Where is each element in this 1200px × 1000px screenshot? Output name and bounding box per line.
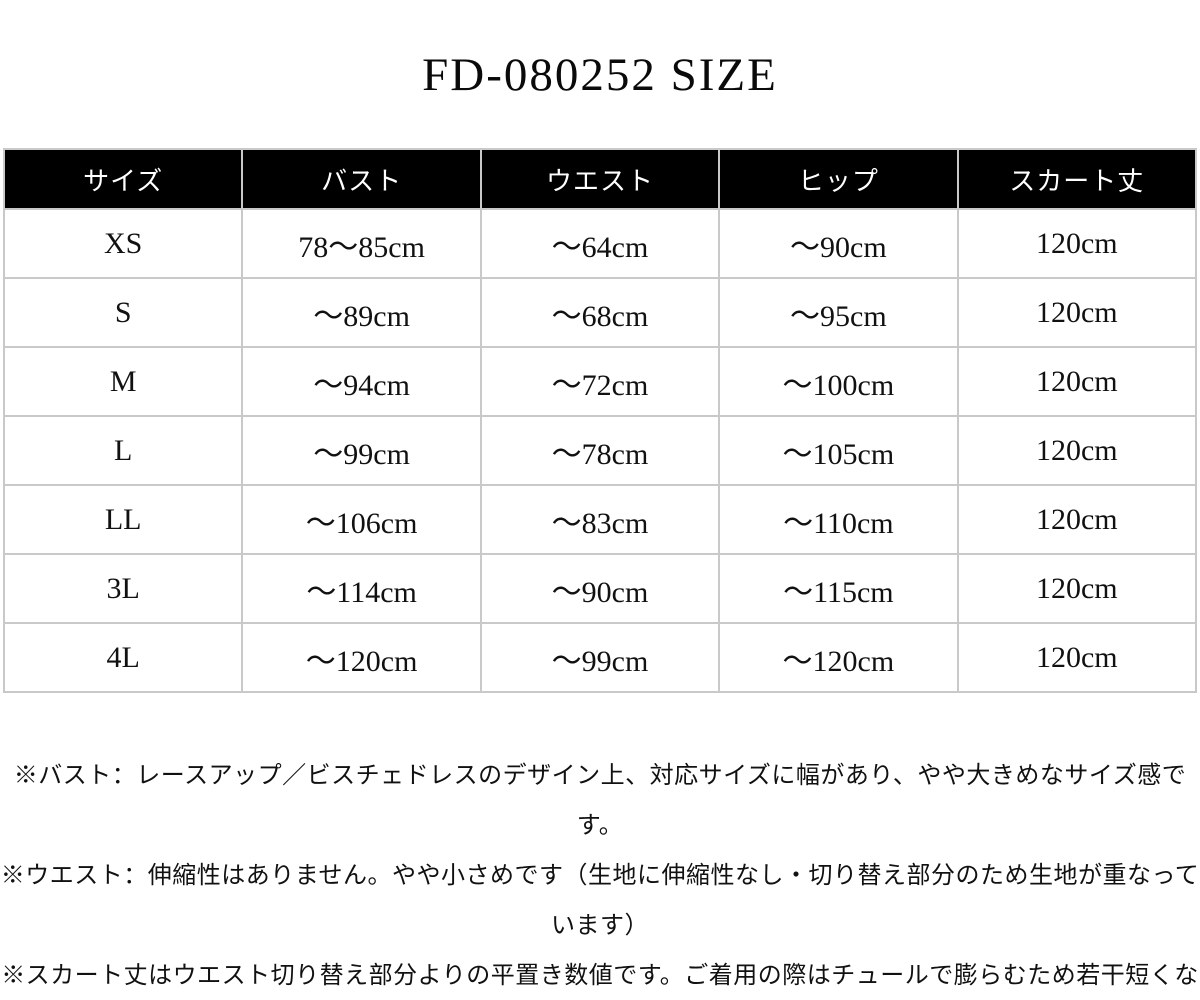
note-bust: ※バスト：レースアップ／ビスチェドレスのデザイン上、対応サイズに幅があり、やや大… [13, 763, 1187, 839]
cell-size: M [2, 346, 244, 417]
table-header-row: サイズ バスト ウエスト ヒップ スカート丈 [2, 148, 1198, 210]
cell-waist: 〜72cm [479, 346, 721, 417]
size-table: サイズ バスト ウエスト ヒップ スカート丈 XS 78〜85cm 〜64cm … [2, 148, 1198, 693]
column-header-bust: バスト [241, 148, 482, 210]
notes-section: ※バスト：レースアップ／ビスチェドレスのデザイン上、対応サイズに幅があり、やや大… [0, 751, 1200, 1000]
note-skirt-length: ※スカート丈はウエスト切り替え部分よりの平置き数値です。ご着用の際はチュールで膨… [1, 963, 1199, 989]
cell-waist: 〜99cm [479, 622, 721, 693]
cell-skirt: 120cm [956, 415, 1198, 486]
cell-bust: 〜106cm [241, 484, 482, 555]
cell-size: XS [2, 208, 244, 279]
table-row-xs: XS 78〜85cm 〜64cm 〜90cm 120cm [2, 208, 1198, 279]
size-table-head: サイズ バスト ウエスト ヒップ スカート丈 [2, 148, 1198, 210]
cell-bust: 〜89cm [241, 277, 482, 348]
cell-bust: 78〜85cm [241, 208, 482, 279]
note-waist: ※ウエスト：伸縮性はありません。やや小さめです（生地に伸縮性なし・切り替え部分の… [0, 863, 1200, 939]
cell-hip: 〜100cm [718, 346, 959, 417]
cell-hip: 〜105cm [718, 415, 959, 486]
cell-skirt: 120cm [956, 277, 1198, 348]
column-header-size: サイズ [2, 148, 244, 210]
cell-bust: 〜120cm [241, 622, 482, 693]
table-row-s: S 〜89cm 〜68cm 〜95cm 120cm [2, 277, 1198, 348]
cell-bust: 〜99cm [241, 415, 482, 486]
cell-size: 3L [2, 553, 244, 624]
cell-skirt: 120cm [956, 346, 1198, 417]
table-row-l: L 〜99cm 〜78cm 〜105cm 120cm [2, 415, 1198, 486]
table-row-m: M 〜94cm 〜72cm 〜100cm 120cm [2, 346, 1198, 417]
cell-skirt: 120cm [956, 484, 1198, 555]
cell-bust: 〜114cm [241, 553, 482, 624]
cell-skirt: 120cm [956, 622, 1198, 693]
cell-waist: 〜68cm [479, 277, 721, 348]
cell-hip: 〜115cm [718, 553, 959, 624]
cell-hip: 〜120cm [718, 622, 959, 693]
cell-skirt: 120cm [956, 553, 1198, 624]
table-row-ll: LL 〜106cm 〜83cm 〜110cm 120cm [2, 484, 1198, 555]
size-table-body: XS 78〜85cm 〜64cm 〜90cm 120cm S 〜89cm 〜68… [2, 208, 1198, 693]
cell-skirt: 120cm [956, 208, 1198, 279]
table-row-3l: 3L 〜114cm 〜90cm 〜115cm 120cm [2, 553, 1198, 624]
cell-hip: 〜110cm [718, 484, 959, 555]
cell-hip: 〜95cm [718, 277, 959, 348]
cell-waist: 〜90cm [479, 553, 721, 624]
cell-size: 4L [2, 622, 244, 693]
cell-waist: 〜64cm [479, 208, 721, 279]
cell-waist: 〜78cm [479, 415, 721, 486]
cell-size: LL [2, 484, 244, 555]
page-title: FD-080252 SIZE [422, 49, 778, 101]
column-header-hip: ヒップ [718, 148, 959, 210]
cell-hip: 〜90cm [718, 208, 959, 279]
table-row-4l: 4L 〜120cm 〜99cm 〜120cm 120cm [2, 622, 1198, 693]
cell-bust: 〜94cm [241, 346, 482, 417]
column-header-waist: ウエスト [479, 148, 721, 210]
cell-size: S [2, 277, 244, 348]
cell-size: L [2, 415, 244, 486]
column-header-skirt-length: スカート丈 [956, 148, 1198, 210]
cell-waist: 〜83cm [479, 484, 721, 555]
